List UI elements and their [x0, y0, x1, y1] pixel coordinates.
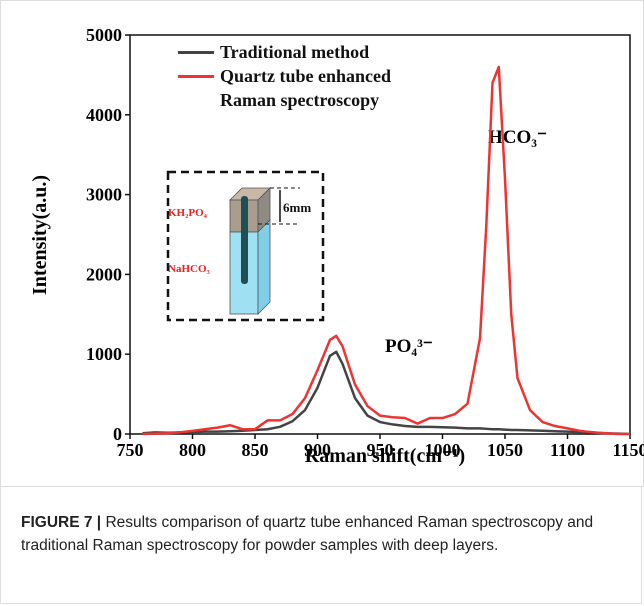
caption-label: FIGURE 7 | [21, 514, 102, 531]
x-tick-label: 750 [117, 440, 144, 460]
y-tick-label: 0 [113, 424, 122, 444]
x-tick-label: 850 [242, 440, 269, 460]
legend-entry: Traditional method [178, 40, 393, 64]
legend: Traditional method Quartz tube enhanced R… [178, 40, 393, 112]
tube [241, 196, 248, 284]
y-tick-label: 2000 [86, 264, 122, 284]
legend-label: Quartz tube enhanced Raman spectroscopy [220, 66, 391, 110]
legend-swatch [178, 75, 214, 78]
legend-entry: Quartz tube enhanced Raman spectroscopy [178, 64, 393, 112]
x-tick-label: 1150 [612, 440, 644, 460]
x-tick-label: 950 [367, 440, 394, 460]
series-line [142, 65, 630, 436]
legend-label: Traditional method [220, 42, 370, 62]
x-axis-label: Raman shift(cm⁻¹) [305, 445, 465, 467]
x-tick-label: 1100 [550, 440, 585, 460]
y-tick-label: 3000 [86, 185, 122, 205]
annotation: PO₄³⁻ [385, 336, 433, 357]
inset: 6mm KH₂PO₄ NaHCO₃ [166, 170, 325, 322]
y-tick-label: 1000 [86, 344, 122, 364]
y-tick-label: 5000 [86, 25, 122, 45]
x-tick-label: 800 [179, 440, 206, 460]
y-tick-label: 4000 [86, 105, 122, 125]
chart: Raman shift(cm⁻¹) Intensity(a.u.) HCO₃⁻ … [0, 0, 644, 487]
annotation: HCO₃⁻ [488, 127, 547, 148]
cube-side-lower [257, 219, 271, 315]
x-tick-label: 1050 [487, 440, 523, 460]
legend-swatch [178, 51, 214, 54]
x-tick-label: 1000 [425, 440, 461, 460]
inset-label: KH₂PO₄ [168, 207, 208, 219]
caption: FIGURE 7 | Results comparison of quartz … [0, 487, 642, 604]
series-line [142, 350, 631, 436]
caption-text: Results comparison of quartz tube enhanc… [21, 514, 594, 554]
inset-label: NaHCO₃ [168, 263, 211, 275]
inset-dimension: 6mm [283, 200, 311, 215]
x-tick-label: 900 [304, 440, 331, 460]
y-axis-label: Intensity(a.u.) [29, 175, 51, 295]
